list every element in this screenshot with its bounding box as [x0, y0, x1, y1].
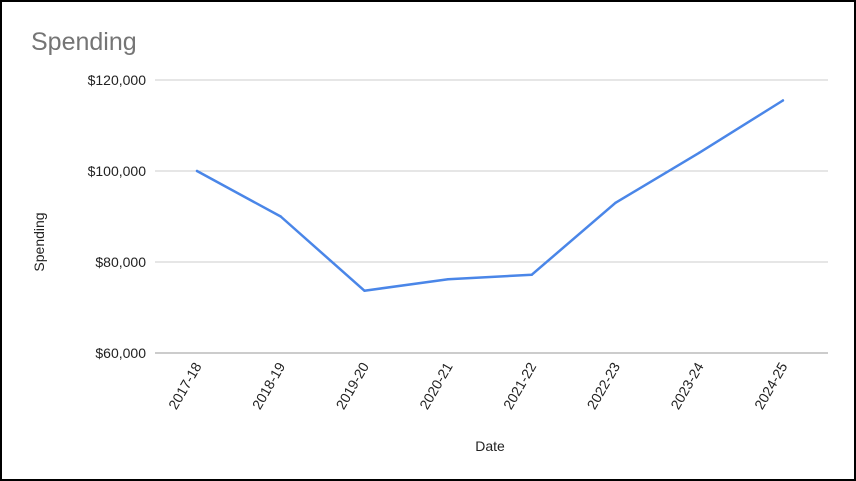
data-point — [195, 169, 199, 173]
data-point — [446, 278, 450, 281]
gridlines — [155, 79, 828, 354]
x-tick-label: 2018-19 — [249, 359, 289, 412]
x-axis-ticks: 2017-18 2018-19 2019-20 2020-21 2021-22 2022-… — [165, 359, 791, 412]
y-axis-ticks: $60,000 $80,000 $100,000 $120,000 — [88, 72, 147, 361]
y-tick-label: $120,000 — [88, 72, 147, 88]
y-tick-label: $60,000 — [95, 345, 146, 361]
x-tick-label: 2023-24 — [667, 359, 707, 412]
series-line — [195, 99, 785, 292]
x-axis-label: Date — [475, 438, 505, 454]
x-tick-label: 2022-23 — [584, 359, 624, 412]
y-axis-label: Spending — [31, 212, 47, 271]
data-point — [530, 273, 533, 276]
data-point — [363, 289, 366, 292]
x-tick-label: 2021-22 — [500, 359, 540, 412]
data-point — [781, 99, 785, 102]
x-tick-label: 2024-25 — [751, 359, 791, 412]
data-point — [614, 201, 617, 205]
series-layer — [195, 99, 785, 292]
x-tick-label: 2019-20 — [332, 359, 372, 412]
data-point — [279, 215, 282, 218]
y-tick-label: $100,000 — [88, 163, 147, 179]
y-tick-label: $80,000 — [95, 254, 146, 270]
chart-title: Spending — [31, 28, 137, 56]
x-tick-label: 2017-18 — [165, 359, 205, 412]
data-point — [698, 151, 701, 154]
x-tick-label: 2020-21 — [416, 359, 456, 412]
